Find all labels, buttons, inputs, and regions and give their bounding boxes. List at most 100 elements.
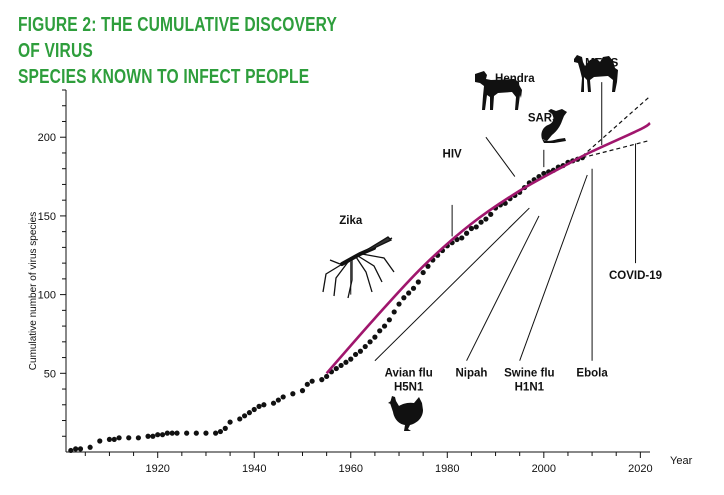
chart-title-line-1: FIGURE 2: THE CUMULATIVE DISCOVERY OF VI…: [18, 14, 337, 62]
data-point: [275, 397, 281, 403]
civet-icon: [541, 109, 567, 143]
x-tick-label: 2020: [628, 463, 652, 475]
data-point: [135, 435, 141, 441]
data-point: [97, 438, 103, 444]
data-point: [406, 290, 412, 296]
x-axis-label: Year: [670, 455, 693, 467]
data-point: [159, 432, 166, 438]
y-tick-label: 150: [38, 211, 56, 223]
fit-curve-line: [325, 121, 651, 375]
data-point: [381, 323, 388, 329]
annotation-stem: [519, 174, 588, 361]
data-point: [73, 446, 79, 452]
data-point: [237, 416, 243, 422]
data-point: [420, 269, 426, 276]
annotation-label: Swine flu: [504, 367, 554, 379]
data-point: [241, 413, 248, 419]
data-point: [174, 430, 180, 436]
annotation-label: Zika: [339, 215, 363, 227]
data-point: [541, 170, 547, 177]
mosquito-icon: [322, 236, 395, 299]
annotation-stem: [485, 136, 516, 177]
data-point: [145, 433, 151, 439]
annotation-label: H5N1: [394, 381, 424, 393]
data-point: [362, 343, 368, 350]
data-point: [357, 348, 364, 354]
data-point: [401, 295, 407, 301]
x-tick-label: 2000: [532, 463, 556, 475]
data-point: [193, 430, 199, 436]
annotation-label: Avian flu: [385, 367, 433, 379]
data-point: [251, 406, 257, 413]
data-point: [203, 430, 209, 436]
axes: 50 100 150 200 1920 1940 1960 1980 2000 2020 Year C…: [28, 89, 693, 475]
data-point: [468, 225, 475, 232]
data-point: [372, 334, 378, 340]
x-tick-label: 1920: [145, 463, 169, 475]
data-point: [261, 402, 267, 408]
data-point: [217, 428, 224, 435]
data-point: [270, 400, 277, 406]
data-point: [184, 430, 190, 436]
data-point: [478, 219, 484, 225]
data-point: [68, 447, 74, 454]
data-point: [459, 235, 465, 241]
annotation-label: SARS: [528, 112, 560, 124]
y-tick-label: 200: [38, 132, 56, 144]
data-point: [116, 435, 122, 441]
data-point: [309, 378, 315, 384]
data-point: [304, 381, 310, 387]
data-point: [280, 394, 286, 400]
data-point: [155, 432, 161, 438]
data-point: [338, 362, 344, 369]
data-point: [77, 446, 84, 452]
data-point: [164, 430, 170, 436]
annotation-label: HIV: [443, 149, 463, 161]
data-point: [367, 339, 373, 345]
data-point: [213, 430, 219, 436]
data-point: [106, 436, 113, 443]
chart-title-line-2: SPECIES KNOWN TO INFECT PEOPLE: [18, 66, 310, 88]
data-point: [410, 285, 417, 291]
data-point: [111, 436, 117, 443]
annotation-label: COVID-19: [609, 270, 662, 282]
data-point: [386, 317, 392, 323]
data-point: [488, 211, 494, 217]
annotation-stem: [466, 215, 540, 361]
data-point: [391, 309, 397, 315]
horse-icon: [475, 71, 522, 110]
data-point: [169, 430, 175, 436]
annotation-label: Ebola: [576, 367, 608, 379]
y-tick-label: 100: [38, 290, 56, 302]
data-point: [227, 419, 233, 425]
annotation-label: H1N1: [515, 381, 545, 393]
data-point: [150, 433, 156, 439]
data-point: [396, 301, 402, 307]
y-tick-label: 50: [44, 368, 56, 380]
data-point: [473, 224, 479, 230]
y-axis-label: Cumulative number of virus species: [28, 212, 39, 370]
data-point: [425, 263, 431, 269]
data-point: [343, 359, 349, 365]
annotation-labels: ZikaHIVHendraSARSMERSAvian fluH5N1NipahS…: [339, 57, 662, 393]
data-point: [299, 388, 306, 394]
data-point: [222, 425, 228, 431]
data-point: [348, 356, 354, 362]
data-point: [126, 435, 132, 441]
data-point: [87, 444, 93, 450]
data-point: [415, 279, 421, 285]
camel-icon: [574, 55, 618, 92]
chicken-icon: [388, 396, 423, 431]
data-point: [256, 403, 262, 409]
chart-title: FIGURE 2: THE CUMULATIVE DISCOVERY OF VI…: [18, 12, 346, 90]
x-tick-label: 1960: [339, 463, 363, 475]
data-point: [463, 230, 470, 236]
data-point: [290, 391, 296, 397]
annotation-stem: [374, 207, 530, 362]
annotation-stems: [350, 82, 637, 362]
annotation-label: Nipah: [455, 367, 487, 379]
projection-lower-line: [582, 139, 651, 159]
x-tick-label: 1980: [435, 463, 459, 475]
data-point: [246, 410, 253, 416]
